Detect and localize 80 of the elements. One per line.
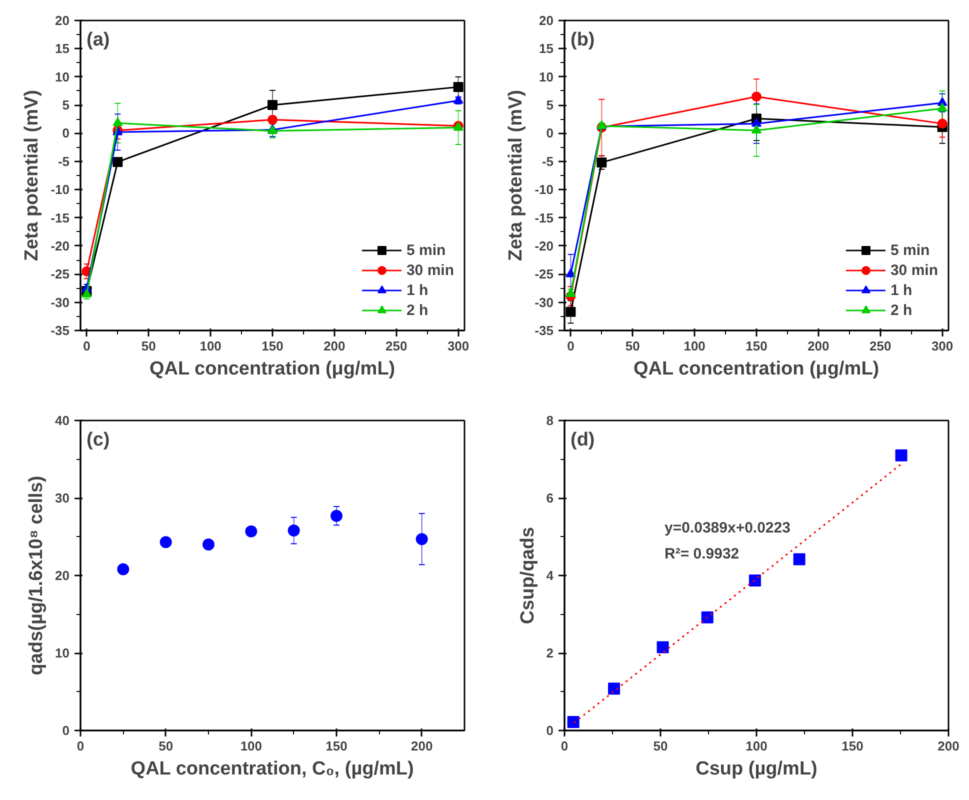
x-tick-label: 100 (200, 338, 222, 354)
y-tick-label: -30 (50, 294, 70, 310)
y-tick-label: -5 (542, 154, 554, 169)
x-tick-label: 150 (326, 738, 348, 754)
x-tick-label: 300 (931, 338, 954, 354)
x-tick-label: 50 (625, 338, 640, 354)
y-axis-title: Zeta potential (mV) (506, 90, 527, 262)
x-tick-label: 250 (870, 338, 892, 354)
y-tick-label: 20 (539, 13, 554, 28)
y-tick-label: -10 (534, 182, 554, 198)
x-tick-label: 100 (240, 738, 262, 754)
y-tick-label: 10 (55, 69, 70, 84)
y-tick-label: 15 (55, 41, 70, 56)
legend-label: 1 h (406, 282, 428, 298)
x-tick-label: 150 (842, 738, 864, 754)
y-tick-label: 20 (55, 13, 70, 28)
y-tick-label: -25 (534, 266, 554, 282)
y-tick-label: -20 (50, 238, 70, 254)
y-tick-label: 0 (546, 723, 554, 738)
x-tick-label: 100 (746, 738, 768, 754)
y-tick-label: 15 (539, 41, 554, 56)
x-axis-title: QAL concentration (μg/mL) (634, 358, 880, 380)
legend-label: 30 min (406, 262, 454, 278)
annotation: (c) (86, 430, 110, 450)
annotation: (a) (86, 30, 110, 50)
y-tick-label: -25 (50, 266, 70, 282)
y-axis-title: Csup/qads (517, 526, 538, 624)
y-tick-label: 0 (62, 126, 70, 141)
x-axis-title: QAL concentration, C₀, (µg/mL) (130, 758, 414, 780)
y-tick-label: -35 (50, 323, 70, 338)
legend-label: 5 min (890, 242, 930, 258)
y-tick-label: -5 (58, 154, 70, 169)
annotation: (d) (570, 430, 595, 450)
y-tick-label: 10 (55, 646, 70, 660)
annotation: (b) (570, 30, 595, 50)
y-tick-label: 8 (546, 413, 554, 428)
x-tick-label: 200 (410, 738, 433, 754)
y-tick-label: 20 (55, 568, 70, 583)
annotation: y=0.0389x+0.0223 (664, 520, 790, 536)
y-tick-label: 6 (546, 490, 554, 506)
x-axis-title: Csup (µg/mL) (696, 758, 818, 780)
x-axis-title: QAL concentration (μg/mL) (150, 358, 396, 380)
y-tick-label: -10 (50, 182, 70, 198)
y-tick-label: -15 (534, 210, 554, 226)
y-tick-label: 5 (546, 98, 554, 113)
y-tick-label: -15 (50, 210, 70, 226)
y-tick-label: -20 (534, 238, 554, 254)
x-tick-label: 0 (560, 738, 568, 754)
legend-label: 30 min (890, 262, 938, 278)
legend-label: 2 h (890, 302, 912, 318)
x-tick-label: 300 (447, 338, 470, 354)
legend-label: 1 h (890, 282, 912, 298)
x-tick-label: 200 (324, 338, 346, 354)
y-tick-label: 30 (55, 490, 70, 506)
y-axis-title: Zeta potential (mV) (22, 90, 43, 262)
legend-label: 5 min (406, 242, 446, 258)
x-tick-label: 250 (386, 338, 408, 354)
x-tick-label: 0 (83, 338, 90, 354)
legend-label: 2 h (406, 302, 428, 318)
y-tick-label: -35 (534, 323, 554, 338)
y-tick-label: 0 (546, 126, 554, 141)
y-tick-label: 4 (546, 568, 554, 583)
x-tick-label: 150 (746, 338, 768, 354)
y-tick-label: 2 (546, 646, 554, 660)
x-tick-label: 0 (567, 338, 574, 354)
x-tick-label: 200 (938, 738, 960, 754)
y-tick-label: -30 (534, 294, 554, 310)
x-tick-label: 0 (76, 738, 84, 754)
x-tick-label: 50 (158, 738, 174, 754)
x-tick-label: 50 (653, 738, 668, 754)
y-tick-label: 0 (62, 723, 70, 738)
y-tick-label: 5 (62, 98, 70, 113)
x-tick-label: 200 (808, 338, 830, 354)
y-tick-label: 40 (55, 413, 70, 428)
x-tick-label: 150 (262, 338, 284, 354)
y-axis-title: qads(µg/1.6x10⁸ cells) (26, 476, 48, 676)
annotation: R²= 0.9932 (664, 546, 740, 562)
y-tick-label: 10 (539, 69, 554, 84)
x-tick-label: 50 (141, 338, 156, 354)
x-tick-label: 100 (684, 338, 706, 354)
